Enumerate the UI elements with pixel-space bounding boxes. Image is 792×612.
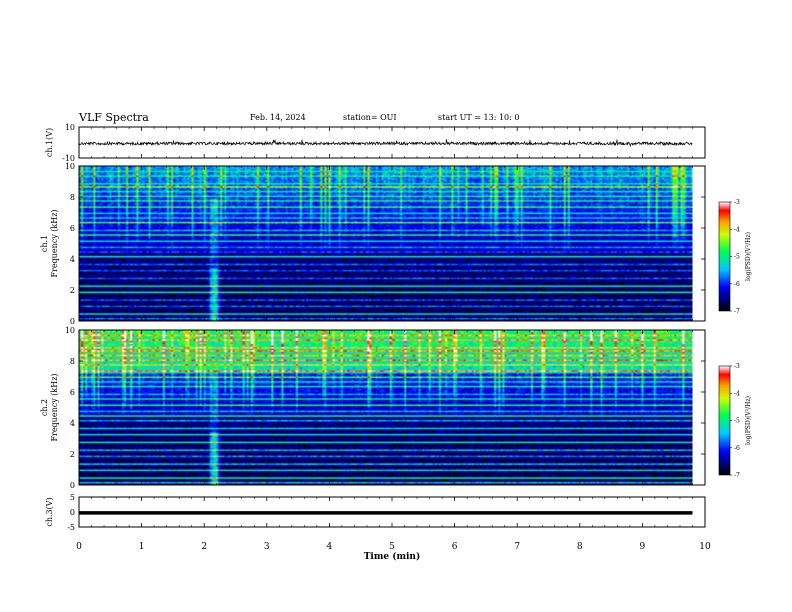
xtick-6: 6 [452,542,458,552]
xtick-5: 5 [389,542,395,552]
ch2-spectrogram-ylabel-frequency: Frequency (kHz) [50,373,59,441]
xtick-10: 10 [699,542,711,552]
ch2-spectrogram-colorbar-tick--6: -6 [734,445,740,452]
ch1-spectrogram-colorbar-label: log(PSD)(V²/Hz) [745,232,752,281]
ch2-spectrogram-ytick-2: 2 [70,450,75,459]
ch1-ytick-bottom: -10 [62,154,75,163]
xtick-8: 8 [577,542,583,552]
chart-title: VLF Spectra [79,111,149,124]
ch3-ylabel: ch.3(V) [45,497,54,526]
ch1-waveform-trace [78,139,693,148]
ch2-spectrogram-ytick-4: 4 [70,419,75,428]
ch1-spectrogram-ylabel-frequency: Frequency (kHz) [50,209,59,277]
xtick-3: 3 [264,542,270,552]
ch1-spectrogram-ytick-10: 10 [65,162,75,171]
ch1-spectrogram-colorbar-tick--3: -3 [734,199,740,206]
station-label: station= OUI [343,113,397,122]
ch2-spectrogram-colorbar-tick--4: -4 [734,390,740,397]
ch2-spectrogram-ytick-6: 6 [70,388,75,397]
ch1-ytick-top: 10 [65,123,75,132]
ch1-spectrogram-heatmap [79,166,693,321]
ch1-spectrogram-colorbar-tick--4: -4 [734,226,740,233]
ch2-spectrogram-colorbar-tick--7: -7 [734,472,740,479]
xtick-2: 2 [201,542,207,552]
ch1-spectrogram-ytick-0: 0 [70,317,75,326]
ch1-spectrogram-colorbar [718,201,731,312]
ch1-spectrogram-ytick-4: 4 [70,255,75,264]
ch2-spectrogram-ylabel-channel: ch.2 [40,399,49,416]
xtick-1: 1 [139,542,145,552]
ch2-spectrogram-ytick-0: 0 [70,481,75,490]
xtick-0: 0 [76,542,82,552]
ch1-spectrogram-colorbar-tick--5: -5 [734,254,740,261]
ch3-ytick--5: -5 [67,523,75,532]
xtick-9: 9 [640,542,646,552]
ch3-ytick-5: 5 [70,493,75,502]
ch2-spectrogram-colorbar-tick--3: -3 [734,363,740,370]
ch1-spectrogram-ylabel-channel: ch.1 [40,235,49,252]
ch1-spectrogram-colorbar-tick--6: -6 [734,281,740,288]
ch2-spectrogram-colorbar-label: log(PSD)(V²/Hz) [745,396,752,445]
ch1-ylabel: ch.1(V) [45,128,54,157]
ch1-spectrogram-ytick-2: 2 [70,286,75,295]
ch2-spectrogram-colorbar-tick--5: -5 [734,418,740,425]
ch1-spectrogram-ytick-6: 6 [70,224,75,233]
date-label: Feb. 14, 2024 [250,113,306,122]
start-time-label: start UT = 13: 10: 0 [438,113,520,122]
xtick-4: 4 [327,542,333,552]
ch3-ytick-0: 0 [70,508,75,517]
ch2-spectrogram-heatmap [79,330,693,485]
xaxis-label: Time (min) [364,551,421,562]
xtick-7: 7 [514,542,520,552]
ch1-spectrogram-ytick-8: 8 [70,193,75,202]
ch2-spectrogram-colorbar [718,365,731,476]
ch2-spectrogram-ytick-8: 8 [70,357,75,366]
ch1-spectrogram-colorbar-tick--7: -7 [734,308,740,315]
ch2-spectrogram-ytick-10: 10 [65,326,75,335]
